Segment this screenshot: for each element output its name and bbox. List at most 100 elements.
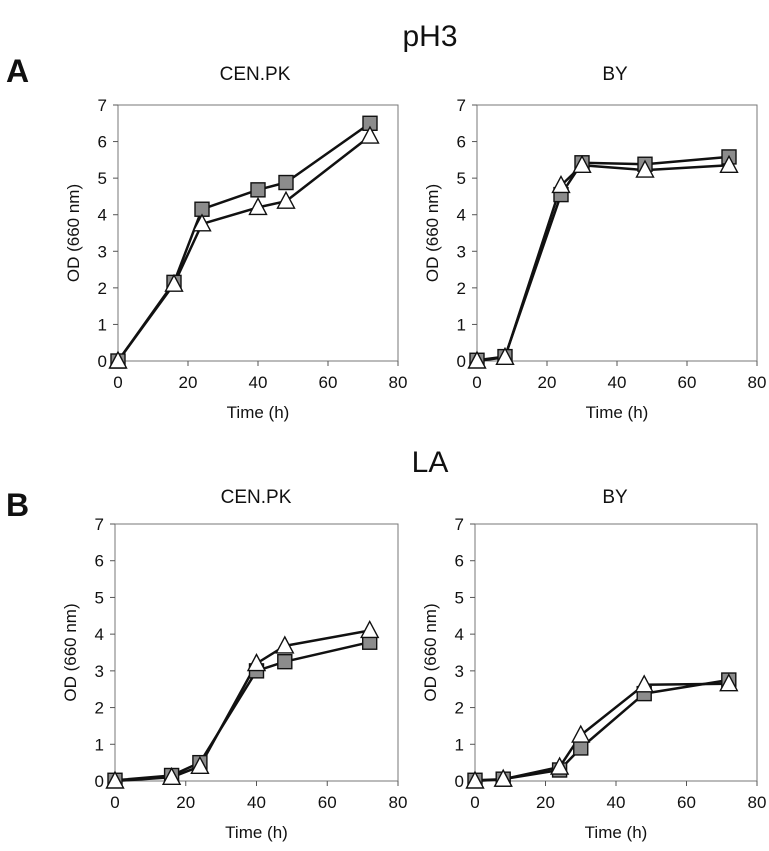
data-point-triangle bbox=[246, 653, 267, 672]
data-point-triangle bbox=[635, 159, 655, 178]
plot-frame bbox=[117, 104, 399, 362]
y-tick-label: 7 bbox=[95, 515, 104, 534]
y-axis-label: OD (660 nm) bbox=[423, 184, 442, 282]
y-tick-label: 6 bbox=[457, 133, 466, 152]
x-axis-label: Time (h) bbox=[586, 403, 649, 422]
y-axis-label: OD (660 nm) bbox=[421, 603, 440, 701]
panel-letter-a: A bbox=[6, 53, 29, 89]
x-tick-label: 0 bbox=[110, 793, 119, 812]
data-point-triangle bbox=[549, 756, 570, 775]
y-tick-label: 3 bbox=[95, 662, 104, 681]
data-point-square bbox=[278, 174, 294, 191]
x-tick-label: 20 bbox=[538, 373, 557, 392]
series-line-triangle bbox=[474, 682, 729, 783]
x-tick-label: 0 bbox=[470, 793, 479, 812]
section-title-la: LA bbox=[412, 446, 449, 479]
x-tick-label: 60 bbox=[677, 793, 696, 812]
data-point-triangle bbox=[248, 196, 268, 216]
x-tick-label: 0 bbox=[472, 373, 481, 392]
x-tick-label: 80 bbox=[389, 793, 408, 812]
series-line-square bbox=[116, 122, 371, 362]
data-point-triangle bbox=[164, 273, 184, 292]
y-tick-label: 7 bbox=[98, 96, 107, 115]
y-tick-label: 3 bbox=[98, 242, 107, 261]
x-tick-label: 40 bbox=[608, 373, 627, 392]
y-tick-label: 3 bbox=[455, 662, 464, 681]
x-axis-label: Time (h) bbox=[225, 823, 288, 842]
series-line-triangle bbox=[116, 135, 371, 362]
x-tick-label: 60 bbox=[678, 373, 697, 392]
data-point-triangle bbox=[465, 770, 485, 789]
y-tick-label: 3 bbox=[457, 242, 466, 261]
plot-frame bbox=[474, 523, 758, 782]
y-tick-label: 5 bbox=[95, 588, 104, 607]
data-point-triangle bbox=[495, 346, 515, 366]
data-point-triangle bbox=[551, 174, 571, 194]
data-point-triangle bbox=[719, 673, 739, 692]
data-point-triangle bbox=[190, 755, 210, 775]
y-tick-label: 0 bbox=[457, 352, 466, 371]
x-tick-label: 40 bbox=[249, 373, 268, 392]
data-point-triangle bbox=[719, 154, 739, 174]
data-point-triangle bbox=[571, 724, 591, 743]
chart-title: CEN.PK bbox=[221, 487, 292, 508]
series-line-square bbox=[474, 678, 729, 782]
plot-frame bbox=[476, 104, 758, 362]
y-tick-label: 1 bbox=[455, 735, 464, 754]
chart-title: BY bbox=[602, 64, 628, 85]
data-point-triangle bbox=[161, 766, 182, 786]
plot-frame bbox=[114, 523, 399, 782]
x-axis-label: Time (h) bbox=[227, 403, 290, 422]
chart-1: BY 0 1 2 3 4 5 6 7 0 20 40 60 80 Time (h) OD (660 nm) bbox=[423, 64, 766, 422]
y-tick-label: 1 bbox=[95, 735, 104, 754]
y-axis-label: OD (660 nm) bbox=[61, 603, 80, 701]
y-tick-label: 5 bbox=[457, 169, 466, 188]
data-point-square bbox=[277, 653, 293, 670]
data-point-triangle bbox=[360, 125, 380, 144]
panel-letter-b: B bbox=[6, 487, 29, 523]
y-tick-label: 4 bbox=[457, 206, 466, 225]
series-line-triangle bbox=[114, 629, 370, 783]
y-tick-label: 2 bbox=[455, 699, 464, 718]
section-title-ph3: pH3 bbox=[402, 20, 457, 53]
y-tick-label: 4 bbox=[455, 625, 464, 644]
x-axis-label: Time (h) bbox=[585, 823, 648, 842]
y-axis-label: OD (660 nm) bbox=[64, 184, 83, 282]
x-tick-label: 60 bbox=[319, 373, 338, 392]
x-tick-label: 80 bbox=[748, 373, 767, 392]
data-point-triangle bbox=[105, 770, 125, 789]
y-tick-label: 4 bbox=[98, 206, 107, 225]
y-tick-label: 1 bbox=[457, 315, 466, 334]
y-tick-label: 6 bbox=[95, 552, 104, 571]
x-tick-label: 20 bbox=[536, 793, 555, 812]
x-tick-label: 20 bbox=[176, 793, 195, 812]
x-tick-label: 80 bbox=[748, 793, 767, 812]
data-point-triangle bbox=[108, 350, 128, 369]
y-tick-label: 2 bbox=[457, 279, 466, 298]
data-point-triangle bbox=[275, 635, 295, 654]
x-tick-label: 40 bbox=[247, 793, 266, 812]
chart-title: BY bbox=[602, 487, 628, 508]
data-point-triangle bbox=[467, 350, 487, 369]
series-line-square bbox=[114, 640, 370, 782]
x-tick-label: 60 bbox=[318, 793, 337, 812]
y-tick-label: 2 bbox=[98, 279, 107, 298]
y-tick-label: 6 bbox=[98, 133, 107, 152]
y-tick-label: 0 bbox=[455, 772, 464, 791]
data-point-triangle bbox=[634, 674, 654, 693]
y-tick-label: 1 bbox=[98, 315, 107, 334]
y-tick-label: 7 bbox=[455, 515, 464, 534]
chart-0: CEN.PK 0 1 2 3 4 5 6 7 0 20 40 60 80 Time (h) OD (660 n… bbox=[64, 64, 407, 422]
data-point-square bbox=[250, 182, 266, 198]
y-tick-label: 6 bbox=[455, 552, 464, 571]
x-tick-label: 80 bbox=[389, 373, 408, 392]
y-tick-label: 0 bbox=[98, 352, 107, 371]
data-point-square bbox=[573, 740, 589, 756]
data-point-triangle bbox=[192, 213, 212, 232]
chart-title: CEN.PK bbox=[220, 64, 291, 85]
y-tick-label: 5 bbox=[98, 169, 107, 188]
y-tick-label: 0 bbox=[95, 772, 104, 791]
x-tick-label: 20 bbox=[179, 373, 198, 392]
